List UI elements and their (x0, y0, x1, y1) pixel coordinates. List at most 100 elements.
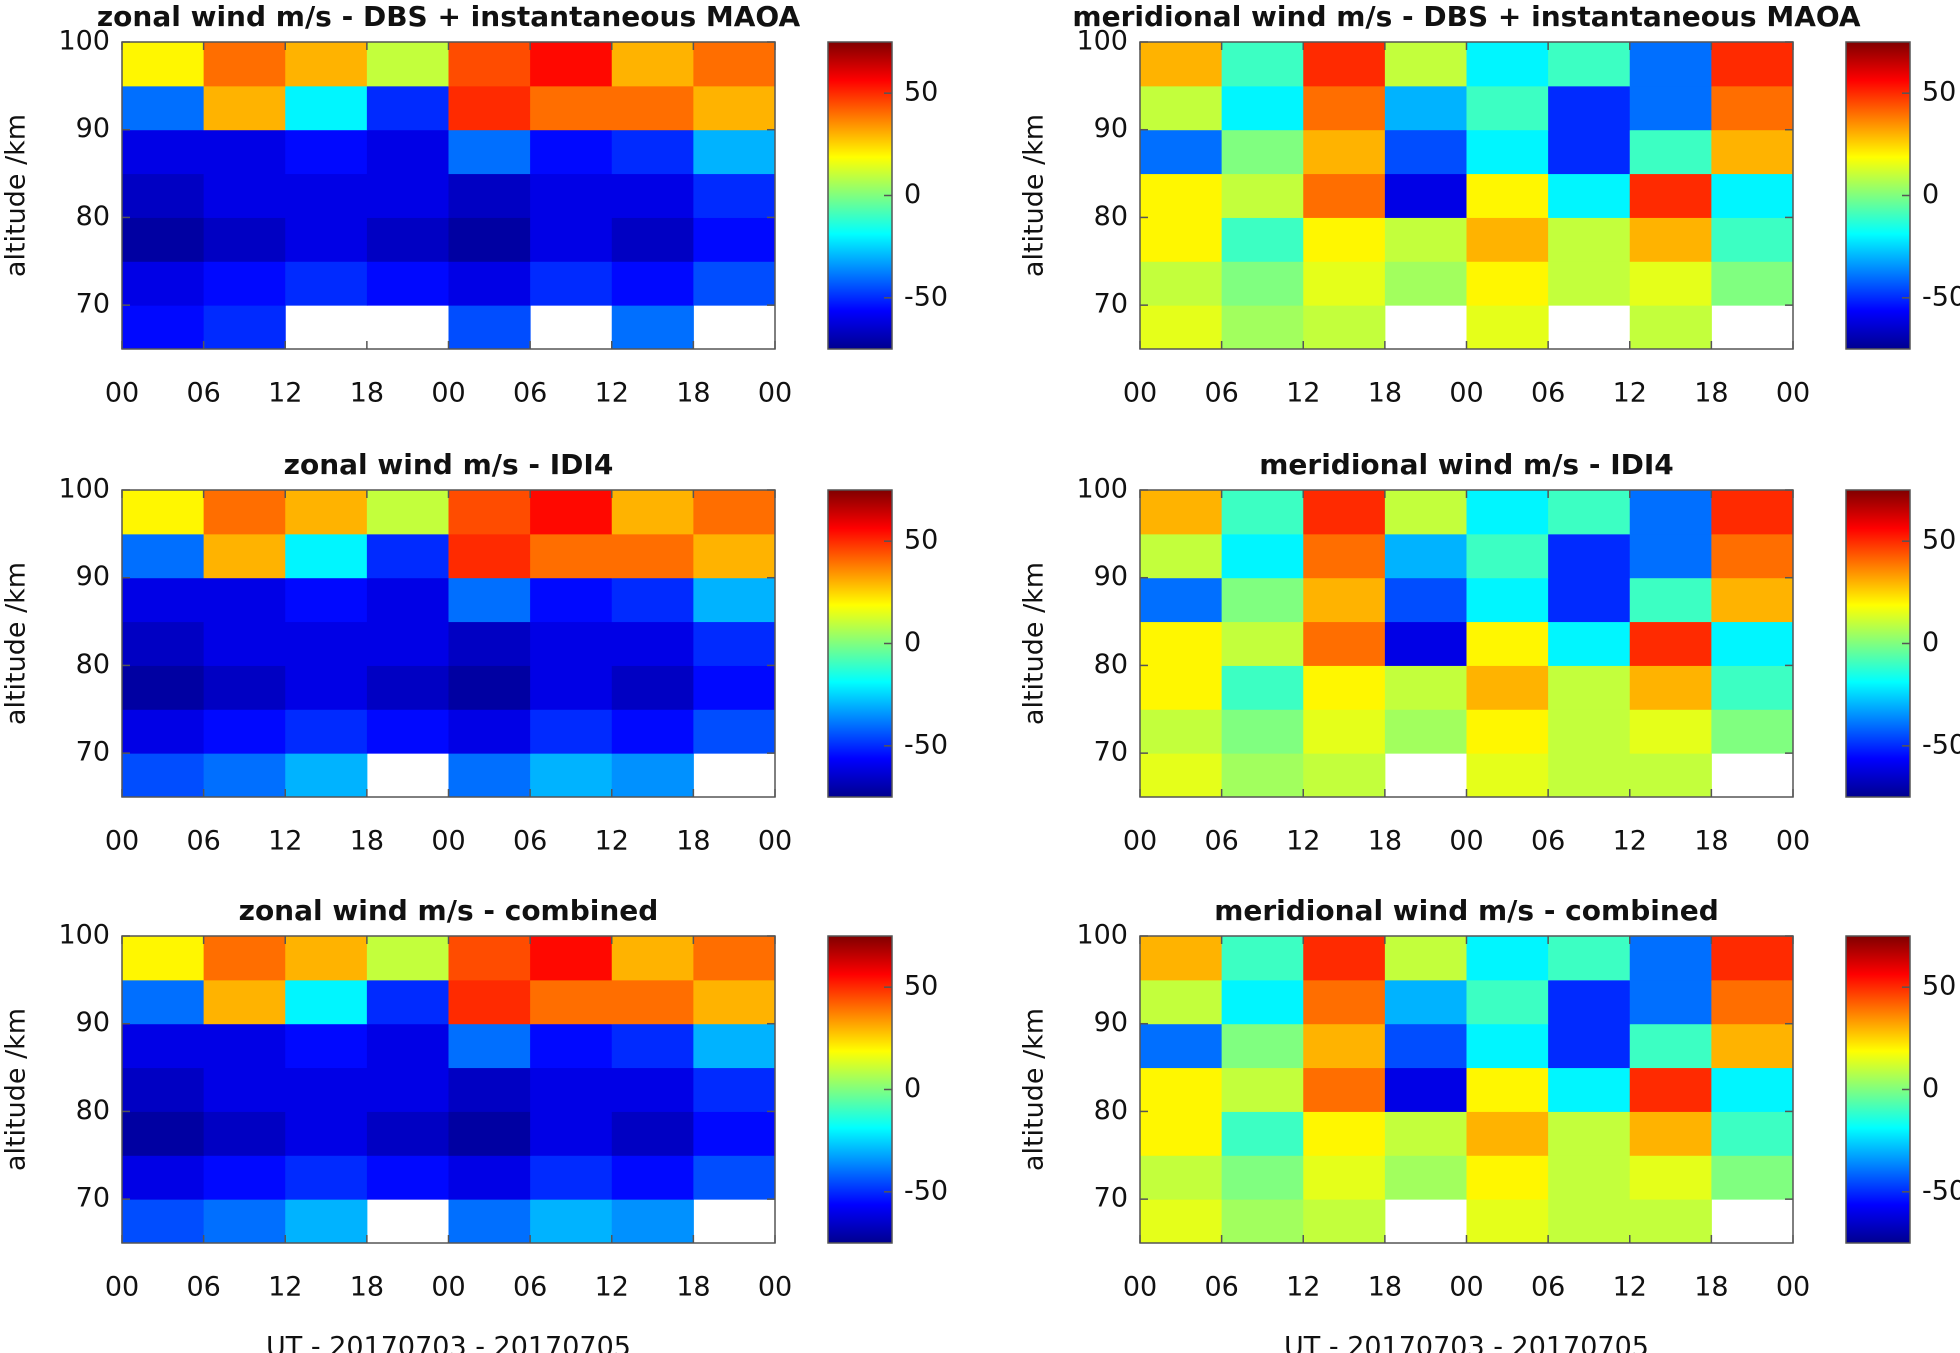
y-axis-label: altitude /km (1, 114, 32, 277)
heat-cell (366, 1023, 449, 1069)
chart-title: meridional wind m/s - combined (1214, 894, 1719, 927)
heat-cell (1466, 1111, 1549, 1156)
heat-cell (611, 173, 694, 218)
heat-cell (1629, 936, 1712, 981)
heat-cell (1384, 217, 1467, 262)
heat-cell (1629, 1199, 1712, 1244)
heat-cell (1221, 217, 1304, 262)
colorbar (1845, 489, 1911, 798)
heat-cell (1466, 936, 1549, 981)
heat-cell (611, 85, 694, 131)
x-tick-label: 12 (268, 378, 302, 409)
x-tick-label: 06 (513, 378, 547, 409)
heat-cell (1221, 709, 1304, 754)
x-tick-label: 00 (1776, 826, 1810, 857)
heat-cell (285, 709, 368, 754)
y-tick-label: 70 (1094, 1183, 1128, 1214)
heat-cell (1384, 490, 1467, 535)
heat-cell (1384, 533, 1467, 579)
heat-cell (203, 979, 286, 1025)
heat-cell (1711, 490, 1794, 535)
heat-cell (1548, 665, 1631, 710)
heat-cell (203, 1199, 286, 1244)
heat-cell (203, 217, 286, 262)
heat-cell (530, 42, 613, 87)
heat-cell (1466, 42, 1549, 87)
heat-cell (611, 979, 694, 1025)
heat-cell (1466, 533, 1549, 579)
heat-cell (1303, 129, 1386, 175)
heat-cell (1711, 709, 1794, 754)
y-tick-label: 100 (58, 920, 110, 951)
heat-cell (611, 936, 694, 981)
x-tick-label: 00 (1123, 378, 1157, 409)
x-tick-label: 18 (350, 1272, 384, 1303)
colorbar-tick-label: 0 (1922, 1073, 1939, 1104)
x-tick-label: 00 (105, 1272, 139, 1303)
colorbar-tick-label: -50 (1922, 281, 1960, 312)
heat-cell (448, 533, 531, 579)
heat-cell (1711, 665, 1794, 710)
heat-cell (530, 261, 613, 306)
heat-cell (1303, 85, 1386, 131)
heat-cell (1629, 217, 1712, 262)
y-tick-label: 90 (1094, 561, 1128, 592)
heat-cell (1303, 1111, 1386, 1156)
heat-cell (285, 173, 368, 218)
heat-cell (1221, 533, 1304, 579)
heat-cell (366, 173, 449, 218)
heat-cell (1221, 621, 1304, 666)
heat-cell (611, 217, 694, 262)
heat-cell (1221, 490, 1304, 535)
heat-cell (1466, 577, 1549, 623)
heat-cell (1548, 217, 1631, 262)
heat-cell (448, 305, 531, 350)
heat-cell (122, 1199, 205, 1244)
x-tick-label: 00 (758, 1272, 792, 1303)
heat-cell (1140, 1199, 1223, 1244)
y-tick-label: 100 (58, 474, 110, 505)
x-tick-label: 18 (1368, 1272, 1402, 1303)
heat-cell (203, 577, 286, 623)
heat-cell (611, 1111, 694, 1156)
chart-title: zonal wind m/s - IDI4 (284, 448, 614, 481)
heat-cell (1711, 936, 1794, 981)
heat-cell (693, 217, 776, 262)
heat-cell (448, 665, 531, 710)
heat-cell (1384, 577, 1467, 623)
colorbar (1845, 935, 1911, 1244)
heat-cell (1466, 261, 1549, 306)
heat-cell (1629, 979, 1712, 1025)
colorbar-tick-label: 50 (904, 77, 938, 108)
x-tick-label: 00 (1776, 378, 1810, 409)
x-tick-label: 12 (1286, 1272, 1320, 1303)
heat-cell (1221, 261, 1304, 306)
heat-cell (366, 42, 449, 87)
heat-cell (448, 1023, 531, 1069)
heat-cell (1548, 621, 1631, 666)
heat-cell (1140, 173, 1223, 218)
heat-cell (448, 42, 531, 87)
heat-cell (1548, 1111, 1631, 1156)
heat-cell (1384, 261, 1467, 306)
heat-cell (1466, 709, 1549, 754)
x-tick-label: 12 (595, 378, 629, 409)
x-tick-label: 00 (1776, 1272, 1810, 1303)
heat-cell (203, 129, 286, 175)
colorbar-tick-label: 0 (1922, 627, 1939, 658)
x-tick-label: 06 (1204, 378, 1238, 409)
heat-cell (1629, 173, 1712, 218)
colorbar (827, 489, 893, 798)
heat-cell (1140, 709, 1223, 754)
heat-cell (203, 1023, 286, 1069)
heat-cell (203, 936, 286, 981)
x-tick-label: 18 (1368, 378, 1402, 409)
heat-cell (1221, 753, 1304, 798)
y-axis-label: altitude /km (1019, 114, 1050, 277)
heat-cell (203, 1111, 286, 1156)
heat-cell (448, 709, 531, 754)
x-tick-label: 06 (186, 826, 220, 857)
heat-cell (1629, 665, 1712, 710)
y-tick-label: 70 (76, 289, 110, 320)
heat-cell (1711, 621, 1794, 666)
